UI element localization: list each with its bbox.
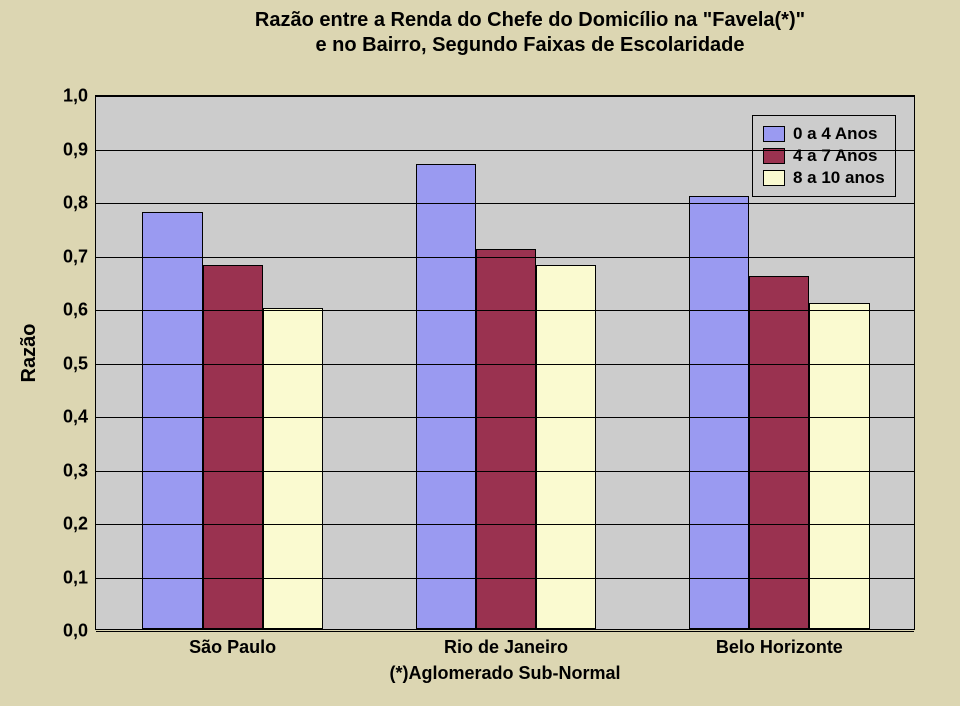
x-tick-label: São Paulo bbox=[189, 637, 276, 658]
bar bbox=[416, 164, 476, 629]
y-tick-label: 0,9 bbox=[63, 139, 88, 160]
grid-line bbox=[96, 578, 914, 579]
y-axis-label: Razão bbox=[18, 324, 41, 383]
y-tick-label: 1,0 bbox=[63, 86, 88, 107]
legend-item: 8 a 10 anos bbox=[763, 168, 885, 188]
legend-label: 0 a 4 Anos bbox=[793, 124, 877, 144]
grid-line bbox=[96, 203, 914, 204]
grid-line bbox=[96, 150, 914, 151]
grid-line bbox=[96, 364, 914, 365]
legend-swatch bbox=[763, 126, 785, 142]
y-tick-label: 0,1 bbox=[63, 567, 88, 588]
plot-area: 0 a 4 Anos4 a 7 Anos8 a 10 anos 0,00,10,… bbox=[95, 95, 915, 630]
y-tick-label: 0,6 bbox=[63, 300, 88, 321]
y-tick-label: 0,2 bbox=[63, 514, 88, 535]
legend: 0 a 4 Anos4 a 7 Anos8 a 10 anos bbox=[752, 115, 896, 197]
chart-title-line1: Razão entre a Renda do Chefe do Domicíli… bbox=[160, 8, 900, 33]
x-tick-label: Rio de Janeiro bbox=[444, 637, 568, 658]
bar bbox=[203, 265, 263, 629]
footnote: (*)Aglomerado Sub-Normal bbox=[389, 663, 620, 684]
grid-line bbox=[96, 257, 914, 258]
grid-line bbox=[96, 524, 914, 525]
bar bbox=[689, 196, 749, 629]
chart-title-line2: e no Bairro, Segundo Faixas de Escolarid… bbox=[160, 33, 900, 58]
bar bbox=[476, 249, 536, 629]
grid-line bbox=[96, 310, 914, 311]
grid-line bbox=[96, 471, 914, 472]
grid-line bbox=[96, 631, 914, 632]
chart-stage: Razão entre a Renda do Chefe do Domicíli… bbox=[0, 0, 960, 706]
bar bbox=[263, 308, 323, 629]
legend-label: 8 a 10 anos bbox=[793, 168, 885, 188]
y-axis-label-wrap: Razão bbox=[10, 0, 50, 706]
bar bbox=[142, 212, 202, 629]
grid-line bbox=[96, 96, 914, 97]
y-tick-label: 0,3 bbox=[63, 460, 88, 481]
legend-swatch bbox=[763, 170, 785, 186]
y-tick-label: 0,0 bbox=[63, 621, 88, 642]
y-tick-label: 0,5 bbox=[63, 353, 88, 374]
legend-item: 0 a 4 Anos bbox=[763, 124, 885, 144]
y-tick-label: 0,4 bbox=[63, 407, 88, 428]
y-tick-label: 0,7 bbox=[63, 246, 88, 267]
bar bbox=[749, 276, 809, 629]
y-tick-label: 0,8 bbox=[63, 193, 88, 214]
grid-line bbox=[96, 417, 914, 418]
chart-title: Razão entre a Renda do Chefe do Domicíli… bbox=[160, 8, 900, 58]
x-tick-label: Belo Horizonte bbox=[716, 637, 843, 658]
bar bbox=[809, 303, 869, 629]
bar bbox=[536, 265, 596, 629]
